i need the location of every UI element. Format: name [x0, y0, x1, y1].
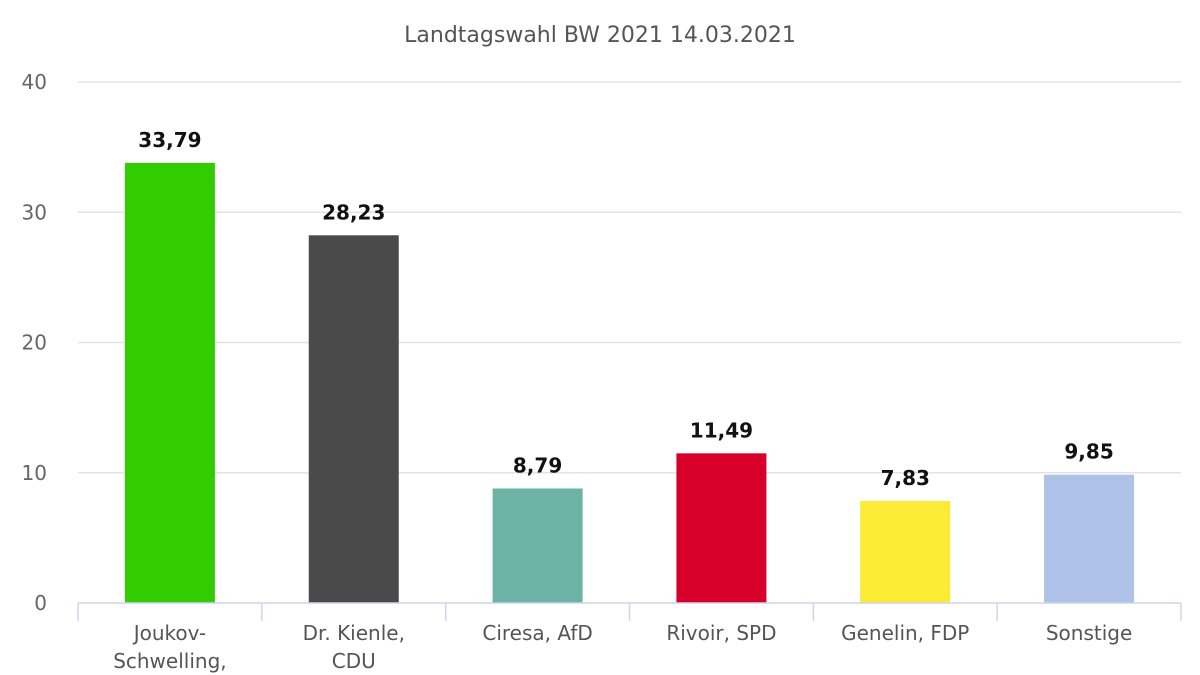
data-label: 33,79: [138, 128, 201, 152]
y-tick-label: 20: [22, 331, 47, 355]
x-tick-label-line: Sonstige: [1046, 621, 1132, 645]
y-tick-label: 40: [22, 70, 47, 94]
bars-layer: [124, 162, 1135, 603]
bar[interactable]: [124, 162, 215, 603]
x-tick-label-line: Rivoir, SPD: [666, 621, 776, 645]
bar[interactable]: [676, 453, 767, 603]
y-tick-label: 0: [34, 591, 47, 615]
data-label: 11,49: [690, 418, 753, 442]
x-axis: [77, 602, 1182, 621]
x-axis-tick-labels: Joukov- Schwelling, Dr. Kienle, CDU Ciresa, …: [113, 621, 1132, 673]
x-tick-label-line: Schwelling,: [113, 649, 226, 673]
y-tick-label: 10: [22, 461, 47, 485]
x-tick-label: Ciresa, AfD: [482, 621, 592, 645]
x-tick-label: Sonstige: [1046, 621, 1132, 645]
x-tick-label: Genelin, FDP: [841, 621, 969, 645]
bar[interactable]: [308, 235, 399, 603]
x-tick-label-line: Ciresa, AfD: [482, 621, 592, 645]
x-tick-label: Dr. Kienle, CDU: [303, 621, 405, 673]
x-tick-label: Joukov- Schwelling,: [113, 621, 226, 673]
x-tick-label-line: Genelin, FDP: [841, 621, 969, 645]
bar[interactable]: [860, 501, 951, 603]
data-label: 9,85: [1064, 440, 1113, 464]
x-tick-label: Rivoir, SPD: [666, 621, 776, 645]
grid-layer: [78, 81, 1181, 474]
bar[interactable]: [1044, 474, 1135, 603]
chart-title: Landtagswahl BW 2021 14.03.2021: [404, 23, 796, 48]
data-label: 8,79: [513, 454, 562, 478]
bar[interactable]: [492, 488, 583, 603]
data-label: 7,83: [881, 466, 930, 490]
y-tick-label: 30: [22, 200, 47, 224]
data-label: 28,23: [322, 200, 385, 224]
y-axis-tick-labels: 0 10 20 30 40: [22, 70, 47, 615]
x-tick-label-line: CDU: [332, 649, 376, 673]
x-tick-label-line: Dr. Kienle,: [303, 621, 405, 645]
x-tick-label-line: Joukov-: [132, 621, 206, 645]
data-labels-layer: 33,79 28,23 8,79 11,49 7,83 9,85: [138, 128, 1113, 490]
